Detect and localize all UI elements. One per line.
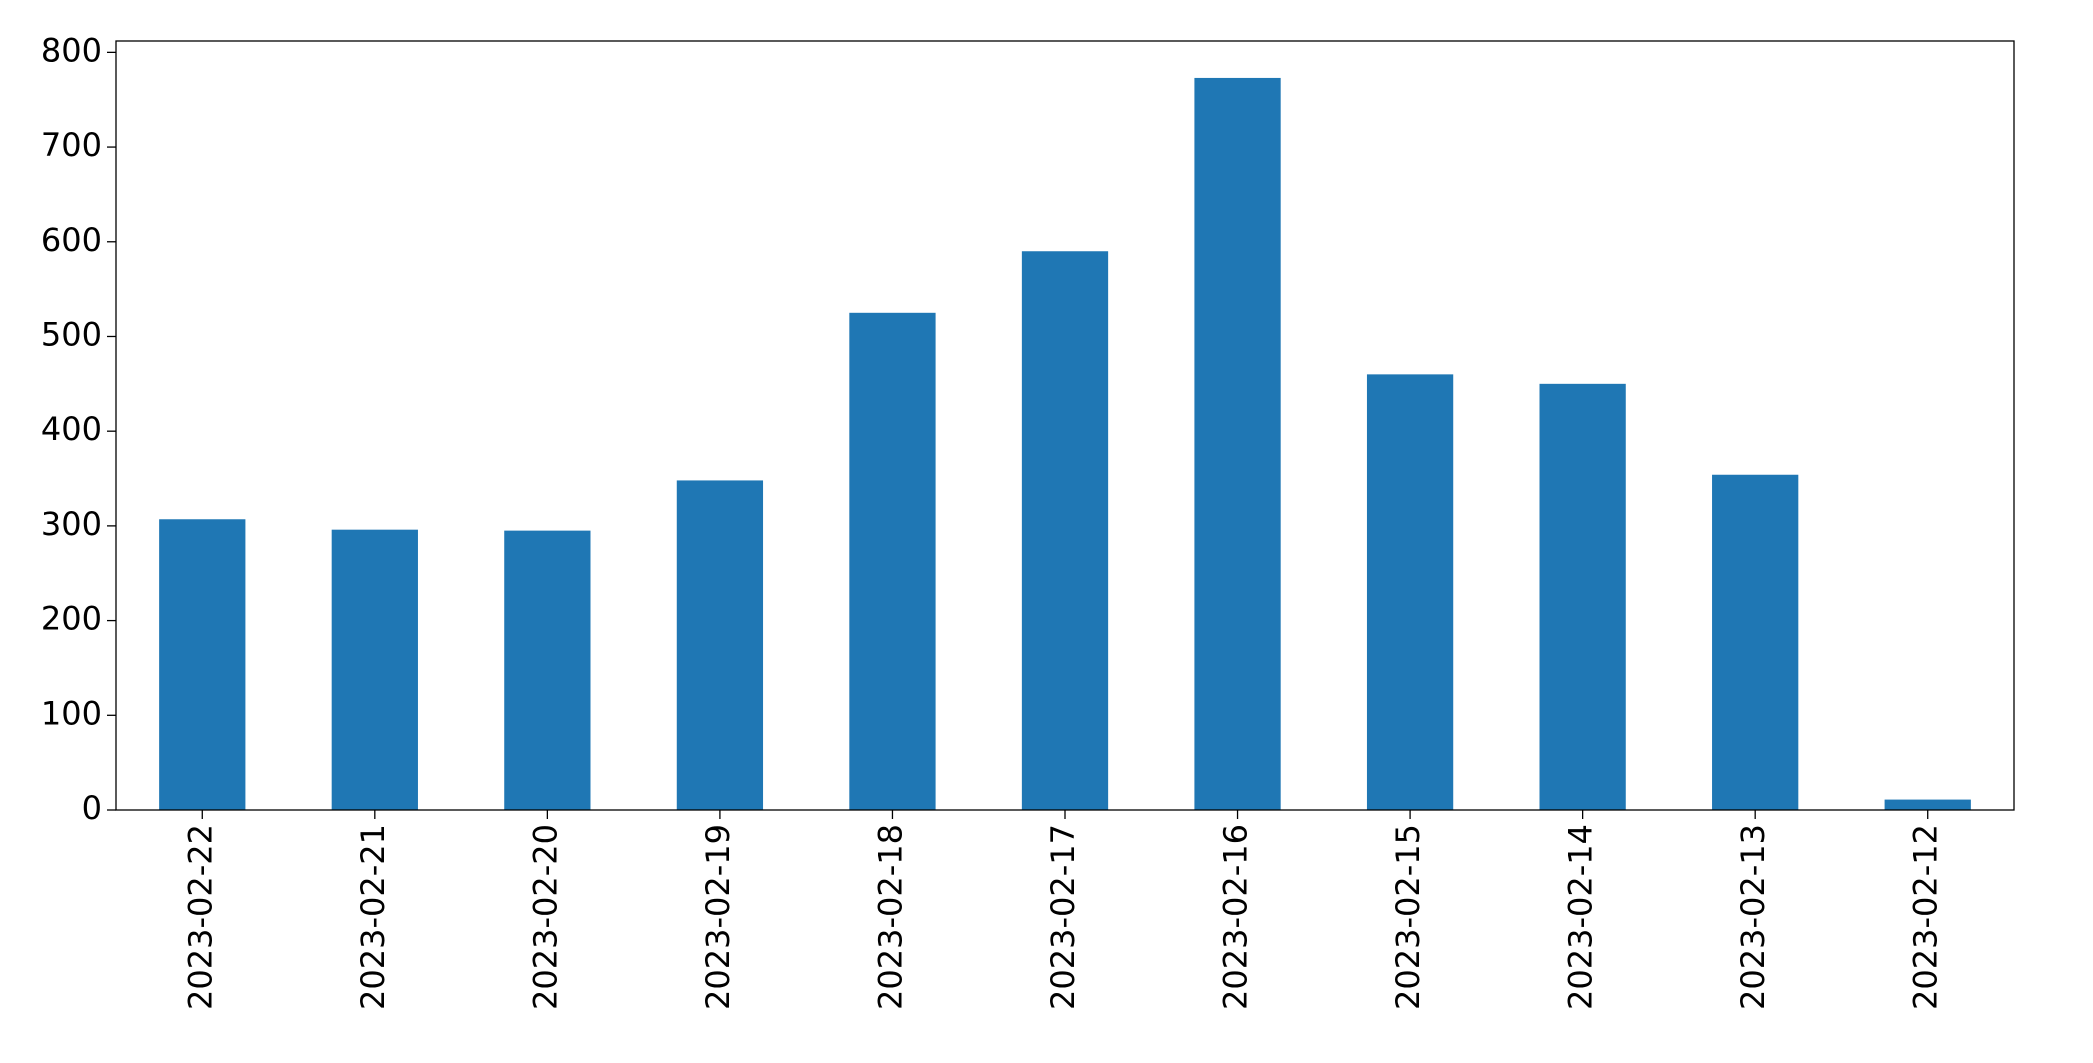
y-tick-label: 500 — [41, 315, 102, 353]
x-tick-label: 2023-02-13 — [1734, 824, 1772, 1010]
x-tick-label: 2023-02-12 — [1907, 824, 1945, 1010]
bar — [676, 480, 764, 810]
y-tick-label: 300 — [41, 505, 102, 543]
bar — [849, 312, 936, 810]
bar — [1366, 374, 1454, 810]
x-tick-label: 2023-02-16 — [1217, 824, 1255, 1010]
y-tick-label: 0 — [82, 789, 102, 827]
plot-frame — [115, 40, 2015, 811]
x-tick-label: 2023-02-14 — [1562, 824, 1600, 1010]
x-tick-label: 2023-02-15 — [1389, 824, 1427, 1010]
y-tick-label: 700 — [41, 126, 102, 164]
bar — [1194, 77, 1281, 810]
x-tick-label: 2023-02-17 — [1044, 824, 1082, 1010]
y-tick-label: 100 — [41, 694, 102, 732]
bar — [504, 530, 591, 810]
y-tick-label: 400 — [41, 410, 102, 448]
bar — [1539, 383, 1626, 810]
bar — [331, 529, 418, 810]
bar — [1712, 474, 1799, 810]
x-tick-label: 2023-02-20 — [526, 824, 564, 1010]
x-tick-label: 2023-02-18 — [871, 824, 909, 1010]
y-tick-label: 800 — [41, 31, 102, 69]
bar — [1021, 251, 1109, 810]
x-tick-label: 2023-02-22 — [181, 824, 219, 1010]
bar — [1884, 799, 1971, 810]
x-tick-label: 2023-02-19 — [699, 824, 737, 1010]
y-tick-label: 200 — [41, 600, 102, 638]
x-tick-label: 2023-02-21 — [354, 824, 392, 1010]
bar — [159, 519, 246, 810]
y-tick-label: 600 — [41, 221, 102, 259]
